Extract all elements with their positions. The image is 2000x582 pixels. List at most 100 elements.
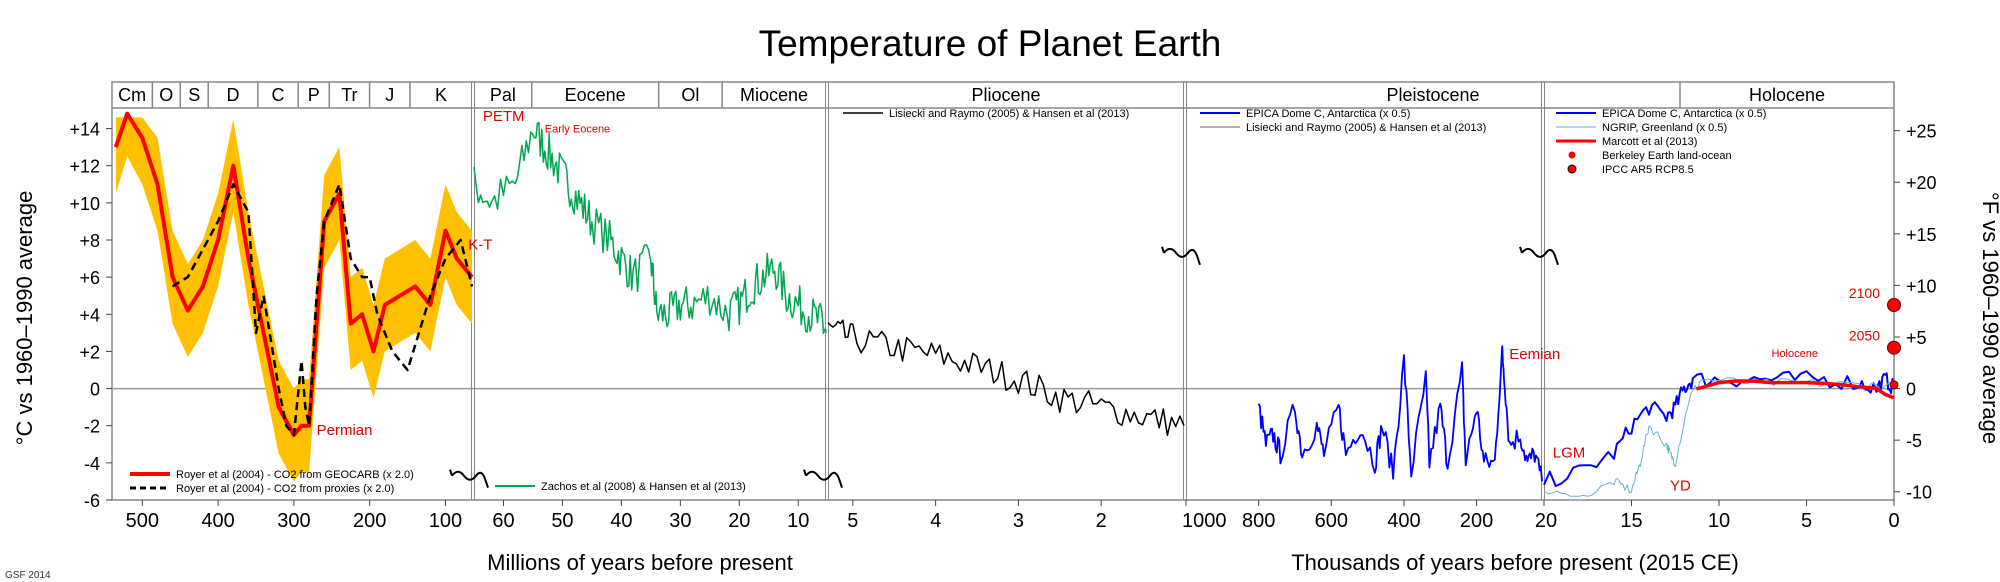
x-tick-label: 4 [930, 510, 941, 532]
axis-break-icon [1519, 246, 1559, 266]
legend-entry: EPICA Dome C, Antarctica (x 0.5) [1246, 108, 1410, 120]
y-tick-label-c: +6 [79, 268, 100, 288]
series-line-3 [827, 319, 1185, 437]
y-tick-label-c: +2 [79, 342, 100, 362]
y-tick-label-c: -4 [84, 454, 100, 474]
projection-label: 2100 [1849, 285, 1880, 301]
series-line-2 [473, 121, 827, 335]
annotation-eemian: Eemian [1509, 346, 1560, 363]
legend-entry: NGRIP, Greenland (x 0.5) [1602, 122, 1727, 134]
period-label-d: D [227, 85, 240, 105]
annotation-early-eocene: Early Eocene [545, 123, 610, 135]
y-tick-label-f: -10 [1906, 483, 1932, 503]
legend-entry: Lisiecki and Raymo (2005) & Hansen et al… [889, 108, 1129, 120]
projection-label: 2050 [1849, 328, 1880, 344]
axis-break-icon [803, 469, 843, 489]
x-tick-label: 15 [1620, 510, 1642, 532]
annotation-yd: YD [1670, 478, 1691, 495]
annotation-permian: Permian [317, 422, 373, 439]
series-line-5 [1543, 370, 1895, 488]
x-tick-label: 2 [1096, 510, 1107, 532]
period-label-k: K [435, 85, 447, 105]
period-label-c: C [272, 85, 285, 105]
legend-marker [1568, 151, 1576, 159]
legend-entry: Royer et al (2004) - CO2 from GEOCARB (x… [176, 469, 414, 481]
period-label-pliocene: Pliocene [971, 85, 1040, 105]
series-line-4 [1257, 345, 1543, 482]
x-tick-label: 20 [728, 510, 750, 532]
legend-entry: Royer et al (2004) - CO2 from proxies (x… [176, 483, 394, 495]
x-tick-label: 3 [1013, 510, 1024, 532]
period-label-holocene: Holocene [1749, 85, 1825, 105]
y-tick-label-c: +10 [69, 194, 100, 214]
legend-marker [1567, 164, 1577, 174]
annotation-holocene: Holocene [1772, 348, 1818, 360]
y-tick-label-c: -6 [84, 491, 100, 511]
series-line-1 [171, 183, 474, 437]
y-tick-label-c: +12 [69, 157, 100, 177]
y-tick-label-c: -2 [84, 417, 100, 437]
x-tick-label: 300 [277, 510, 310, 532]
legend-entry: IPCC AR5 RCP8.5 [1602, 164, 1694, 176]
y-tick-label-f: +5 [1906, 328, 1927, 348]
period-label-s: S [188, 85, 200, 105]
x-axis-label-millions: Millions of years before present [487, 550, 793, 575]
plot-frame [111, 81, 1895, 501]
period-label-cm: Cm [118, 85, 146, 105]
period-label-tr: Tr [341, 85, 357, 105]
projection-point-2 [1887, 298, 1901, 312]
y-tick-label-f: +10 [1906, 276, 1937, 296]
legend-entry: Berkeley Earth land-ocean [1602, 150, 1732, 162]
period-label-miocene: Miocene [740, 85, 808, 105]
y-tick-label-f: 0 [1906, 380, 1916, 400]
x-tick-label: 800 [1242, 510, 1275, 532]
legend-entry: Marcott et al (2013) [1602, 136, 1697, 148]
legend-entry: Lisiecki and Raymo (2005) & Hansen et al… [1246, 122, 1486, 134]
axis-break-icon [1161, 246, 1201, 266]
y-axis-label-right: °F vs 1960–1990 average [1978, 192, 2000, 444]
y-tick-label-f: +20 [1906, 173, 1937, 193]
period-label-j: J [385, 85, 394, 105]
series-line-7 [1695, 379, 1895, 400]
y-axis-label-left: °C vs 1960–1990 average [12, 191, 37, 446]
series-line-6 [1543, 377, 1895, 497]
x-tick-label: 0 [1888, 510, 1899, 532]
x-tick-label: 1000 [1182, 510, 1227, 532]
legend-entry: EPICA Dome C, Antarctica (x 0.5) [1602, 108, 1766, 120]
x-tick-label: 5 [847, 510, 858, 532]
x-tick-label: 30 [669, 510, 691, 532]
x-tick-label: 40 [610, 510, 632, 532]
legend-entry: Zachos et al (2008) & Hansen et al (2013… [541, 481, 746, 493]
x-tick-label: 600 [1315, 510, 1348, 532]
x-tick-label: 50 [551, 510, 573, 532]
series-line-0 [113, 111, 474, 437]
period-label-p: P [308, 85, 320, 105]
y-tick-label-c: +8 [79, 231, 100, 251]
period-label-eocene: Eocene [565, 85, 626, 105]
geocarb-uncertainty-band [115, 117, 473, 482]
y-tick-label-c: +14 [69, 120, 100, 140]
period-label-pal: Pal [490, 85, 516, 105]
period-label-o: O [159, 85, 173, 105]
projection-point-0 [1889, 380, 1899, 390]
annotation-lgm: LGM [1553, 444, 1586, 461]
annotation-petm: PETM [483, 108, 525, 125]
y-tick-label-f: +15 [1906, 225, 1937, 245]
x-tick-label: 400 [1387, 510, 1420, 532]
x-tick-label: 500 [126, 510, 159, 532]
x-tick-label: 400 [201, 510, 234, 532]
y-tick-label-c: +4 [79, 305, 100, 325]
x-tick-label: 10 [1708, 510, 1730, 532]
x-tick-label: 60 [492, 510, 514, 532]
x-axis-label-thousands: Thousands of years before present (2015 … [1291, 550, 1739, 575]
x-tick-label: 200 [353, 510, 386, 532]
y-tick-label-f: -5 [1906, 431, 1922, 451]
credit-label: GSF 2014 [5, 570, 51, 581]
x-tick-label: 10 [787, 510, 809, 532]
x-tick-label: 200 [1460, 510, 1493, 532]
x-tick-label: 20 [1535, 510, 1557, 532]
period-label-pleistocene: Pleistocene [1386, 85, 1479, 105]
annotation-k-t: K-T [468, 236, 492, 253]
projection-point-1 [1887, 340, 1901, 355]
